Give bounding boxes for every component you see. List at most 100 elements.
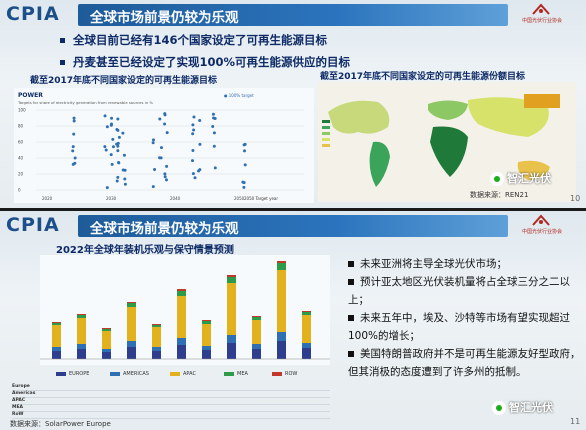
scatter-x-ticks: 2020 2030 2040 2050 bbox=[42, 196, 245, 201]
bar-segment bbox=[302, 343, 311, 348]
scatter-point bbox=[191, 159, 195, 163]
scatter-point bbox=[117, 160, 121, 164]
scatter-point bbox=[159, 156, 163, 160]
scatter-point bbox=[72, 116, 76, 120]
scatter-point bbox=[72, 119, 76, 123]
bar-segment bbox=[277, 270, 286, 332]
bar-segment bbox=[127, 303, 136, 307]
scatter-point bbox=[122, 153, 126, 157]
bar-segment bbox=[227, 277, 236, 283]
scatter-point bbox=[191, 132, 195, 136]
table-row: Europe bbox=[12, 383, 330, 391]
scatter-point bbox=[243, 142, 247, 146]
bar-segment bbox=[202, 346, 211, 350]
scatter-point bbox=[198, 119, 202, 123]
point-item: 预计亚太地区光伏装机量将占全球三分之二以上； bbox=[348, 276, 570, 306]
source-note: 数据来源：REN21 bbox=[470, 191, 529, 199]
y-tick-label: 20 bbox=[18, 172, 24, 177]
y-tick-label: 0 bbox=[18, 188, 21, 193]
map-callout bbox=[524, 94, 560, 108]
title-bar: 全球市场前景仍较为乐观 bbox=[78, 4, 508, 26]
x-tick-label: 2030 bbox=[106, 196, 117, 201]
page-number: 10 bbox=[570, 194, 581, 203]
scatter-grid: 100 80 60 40 20 0 bbox=[18, 108, 304, 193]
scatter-point bbox=[213, 116, 217, 120]
title-bar: 全球市场前景仍较为乐观 bbox=[78, 215, 508, 237]
bar-segment bbox=[252, 316, 261, 317]
bar-segment bbox=[52, 347, 61, 351]
scatter-point bbox=[212, 131, 216, 135]
bar-segment bbox=[77, 315, 86, 318]
cpia-brand: CPIA bbox=[6, 214, 60, 236]
bar-segment bbox=[277, 263, 286, 270]
forecast-table: Europe Americas APAC MEA RoW bbox=[12, 383, 330, 419]
bar-segment bbox=[202, 324, 211, 346]
scatter-point bbox=[111, 145, 115, 149]
bar-segment bbox=[102, 329, 111, 331]
bullet-square-icon bbox=[348, 279, 354, 285]
scatter-point bbox=[163, 112, 167, 116]
bar-segment bbox=[252, 317, 261, 320]
power-label: POWER bbox=[18, 92, 43, 99]
legend-apac: APAC bbox=[170, 371, 196, 377]
scatter-point bbox=[123, 177, 127, 181]
chart-legend: EUROPE AMERICAS APAC MEA ROW bbox=[46, 371, 326, 381]
bar-segment bbox=[277, 332, 286, 341]
legend-mea: MEA bbox=[224, 371, 248, 377]
bullet-item: 全球目前已经有146个国家设定了可再生能源目标 bbox=[60, 32, 350, 48]
bar-segment bbox=[302, 311, 311, 312]
y-tick-label: 40 bbox=[18, 156, 24, 161]
scatter-point bbox=[164, 178, 168, 182]
bar-segment bbox=[52, 351, 61, 359]
bullet-item: 丹麦甚至已经设定了实现100%可再生能源供应的目标 bbox=[60, 54, 350, 70]
logo-mark-icon bbox=[532, 3, 550, 15]
south-america-shape bbox=[369, 141, 390, 187]
scatter-point bbox=[123, 182, 127, 186]
bar-segment bbox=[152, 347, 161, 351]
point-item: 美国特朗普政府并不是可再生能源友好型政府，但其消极的态度遭到了许多州的抵制。 bbox=[348, 348, 581, 378]
logo-label: 中国光伏行业协会 bbox=[521, 18, 562, 24]
bar-segment bbox=[302, 348, 311, 359]
scatter-point bbox=[159, 146, 163, 150]
bar-segment bbox=[177, 338, 186, 345]
bar-group bbox=[52, 261, 311, 359]
scatter-point bbox=[105, 186, 109, 190]
target-scatter-chart: POWER Targets for share of electricity g… bbox=[14, 88, 314, 203]
x-tick-label: 2050 bbox=[234, 196, 245, 201]
source-note: 数据来源：SolarPower Europe bbox=[10, 420, 111, 428]
bar-segment bbox=[227, 283, 236, 335]
bar-segment bbox=[177, 289, 186, 291]
legend-europe: EUROPE bbox=[56, 371, 89, 377]
bar-segment bbox=[152, 327, 161, 347]
x-extra-label: 2050 Target year bbox=[244, 196, 278, 201]
install-forecast-chart bbox=[40, 255, 330, 365]
bullet-square-icon bbox=[348, 261, 354, 267]
cpia-brand: CPIA bbox=[6, 3, 60, 25]
bar-segment bbox=[177, 291, 186, 296]
scatter-point bbox=[71, 145, 75, 149]
bar-segment bbox=[227, 343, 236, 359]
scatter-point bbox=[117, 135, 121, 139]
scatter-point bbox=[163, 122, 167, 126]
point-item: 未来五年中，埃及、沙特等市场有望实现超过100%的增长； bbox=[348, 312, 570, 342]
scatter-point bbox=[192, 128, 196, 132]
bar-segment bbox=[227, 275, 236, 277]
scatter-point bbox=[191, 172, 195, 176]
north-america-shape bbox=[328, 100, 390, 134]
bar-segment bbox=[252, 349, 261, 359]
bar-segment bbox=[52, 323, 61, 325]
bullet-dot-icon bbox=[60, 60, 65, 65]
wechat-icon bbox=[492, 401, 506, 415]
axis-note: Targets for share of electricity generat… bbox=[17, 100, 153, 105]
slide-header: CPIA 全球市场前景仍较为乐观 中国光伏行业协会 bbox=[0, 211, 586, 239]
world-target-map bbox=[318, 82, 576, 202]
scatter-point bbox=[163, 172, 167, 176]
slide-title: 全球市场前景仍较为乐观 bbox=[90, 10, 239, 26]
scatter-point bbox=[121, 131, 125, 135]
africa-shape bbox=[430, 126, 468, 177]
scatter-point bbox=[191, 123, 195, 127]
slide-bottom: CPIA 全球市场前景仍较为乐观 中国光伏行业协会 2022年全球年装机乐观与保… bbox=[0, 211, 586, 430]
bullet-square-icon bbox=[348, 351, 354, 357]
wechat-watermark: 智汇光伏 bbox=[492, 399, 553, 415]
scatter-point bbox=[123, 168, 127, 172]
